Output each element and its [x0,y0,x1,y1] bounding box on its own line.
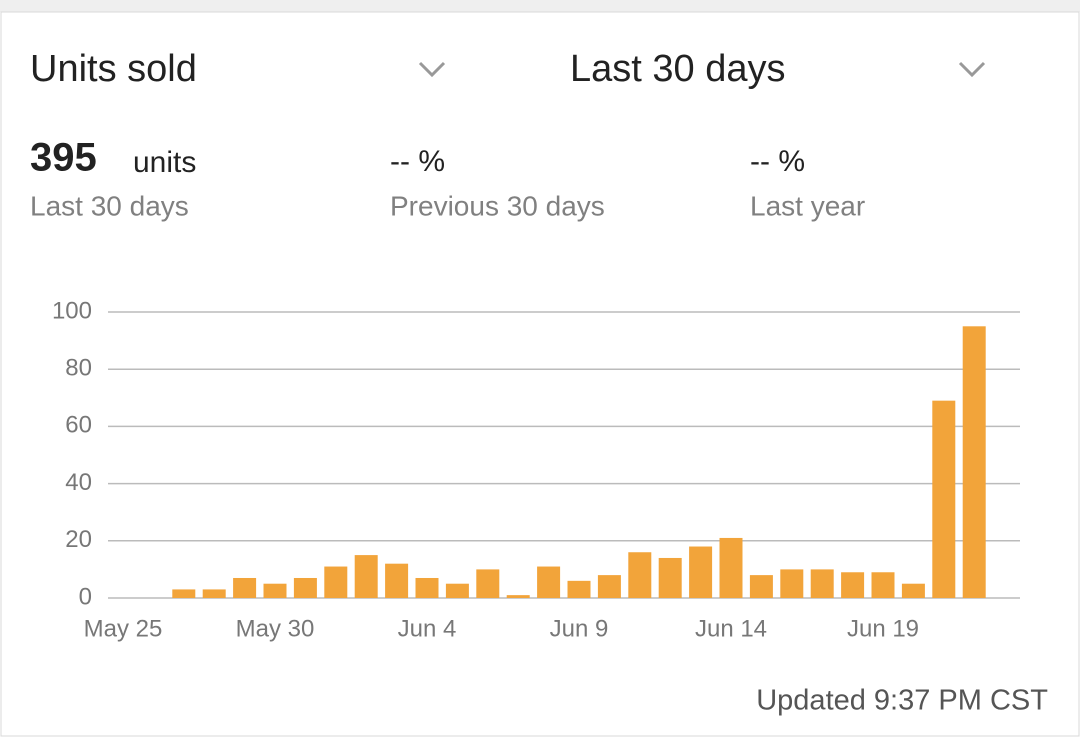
summary-unit: units [133,146,196,179]
bar [506,595,530,598]
chevron[interactable] [418,61,446,78]
summary-value: 395 [30,136,97,180]
bar [932,400,956,598]
bar [263,583,287,598]
bar [537,566,561,598]
x-tick-label: Jun 4 [398,615,457,642]
bar [841,572,865,598]
bar [233,577,257,598]
card [0,11,1080,737]
bar [628,552,652,598]
bar [749,575,773,598]
x-tick-label: Jun 9 [550,615,609,642]
y-tick-label: 60 [65,412,92,439]
bar [202,589,226,598]
bar [871,572,895,598]
bar [962,326,986,598]
y-tick-label: 40 [65,469,92,496]
bar [597,575,621,598]
bar [780,569,804,598]
summary-value: -- % [390,145,445,178]
bar [415,577,439,598]
bar [172,589,196,598]
bar [354,555,378,598]
bar [324,566,348,598]
y-tick-label: 0 [79,583,92,610]
bar [385,563,409,598]
bar [445,583,469,598]
bar [719,537,743,598]
summary-label: Previous 30 days [390,190,605,221]
top-strip [0,0,1080,12]
bar [689,546,713,598]
x-tick-label: Jun 19 [847,615,919,642]
bar [901,583,925,598]
bar [293,577,317,598]
bar [810,569,834,598]
bar [476,569,500,598]
bar [567,580,591,598]
summary-value: -- % [750,145,805,178]
x-tick-label: May 30 [236,615,315,642]
y-tick-label: 80 [65,355,92,382]
y-tick-label: 20 [65,526,92,553]
summary-label: Last year [750,190,865,221]
metric-dropdown[interactable]: Units sold [30,48,197,90]
summary-label: Last 30 days [30,190,189,221]
x-tick-label: May 25 [84,615,163,642]
bar [658,557,682,598]
updated-note: Updated 9:37 PM CST [756,685,1048,717]
y-tick-label: 100 [52,297,92,324]
period-dropdown[interactable]: Last 30 days [570,48,785,90]
x-tick-label: Jun 14 [695,615,767,642]
chevron[interactable] [958,61,986,78]
